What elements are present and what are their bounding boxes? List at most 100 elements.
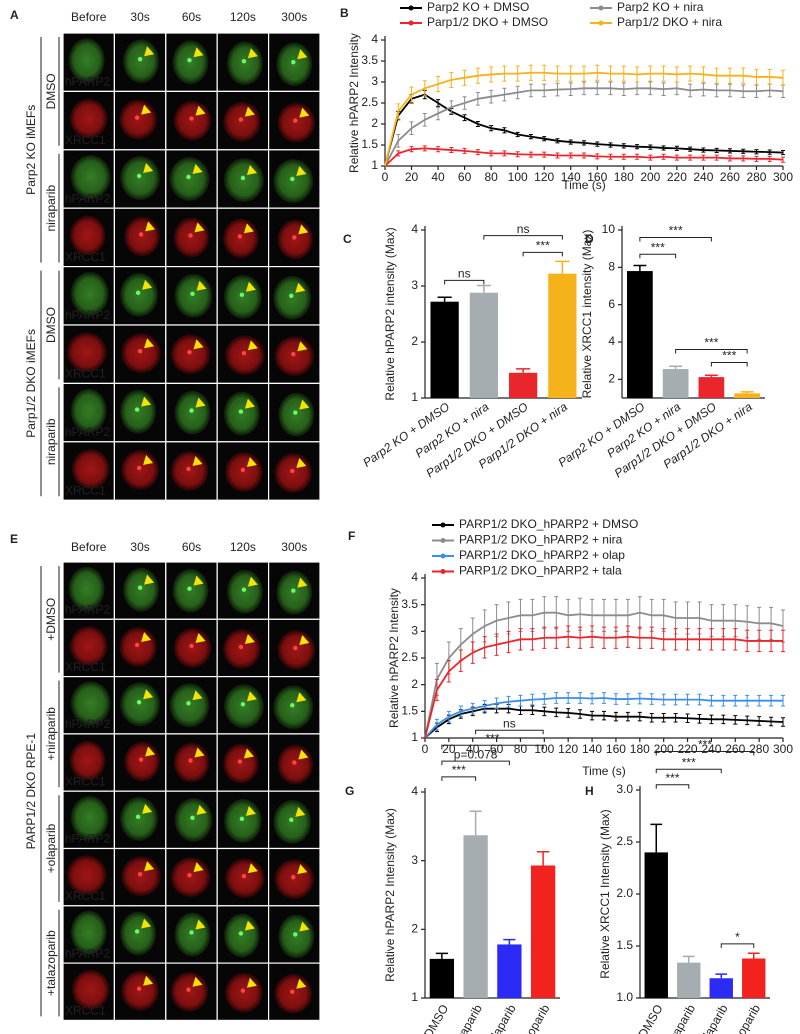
y-tick-label: 2 bbox=[411, 334, 418, 348]
y-tick-label: 4 bbox=[411, 222, 418, 236]
error-bar bbox=[435, 952, 448, 959]
nucleus bbox=[223, 798, 262, 843]
nucleus bbox=[277, 629, 316, 670]
panel-letter: G bbox=[345, 784, 354, 798]
nucleus bbox=[120, 156, 161, 200]
arrowhead bbox=[194, 222, 205, 233]
nucleus bbox=[66, 855, 107, 896]
significance-bracket bbox=[441, 760, 510, 766]
legend-label: Parp2 KO + DMSO bbox=[427, 0, 529, 14]
y-tick-label: 1 bbox=[371, 158, 378, 172]
nucleus bbox=[277, 744, 314, 785]
damage-spot bbox=[187, 586, 192, 591]
arrowhead bbox=[141, 396, 152, 407]
group-label: Parp1/2 DKO iMEFs bbox=[24, 329, 38, 438]
damage-spot bbox=[134, 407, 140, 412]
x-tick-label: 280 bbox=[749, 742, 769, 756]
y-tick-label: 3 bbox=[411, 624, 418, 638]
nucleus bbox=[71, 969, 110, 1010]
nucleus bbox=[174, 912, 211, 957]
bar bbox=[469, 292, 499, 398]
arrowhead bbox=[299, 921, 310, 932]
damage-spot bbox=[136, 173, 142, 179]
y-tick-label: 3 bbox=[411, 853, 418, 867]
x-tick-label: DMSO bbox=[635, 1002, 665, 1034]
damage-spot bbox=[290, 468, 295, 474]
arrowhead bbox=[195, 105, 206, 116]
significance-bracket bbox=[655, 784, 690, 789]
nucleus bbox=[173, 627, 212, 668]
nucleus bbox=[222, 218, 259, 259]
x-axis-label: Time (s) bbox=[562, 178, 606, 192]
y-tick-label: 1 bbox=[411, 990, 418, 1004]
channel-label: hPARP2 bbox=[65, 717, 110, 731]
nucleus bbox=[274, 973, 313, 1014]
condition-label: niraparib bbox=[44, 185, 58, 232]
significance-label: *** bbox=[651, 240, 665, 254]
arrowhead bbox=[143, 455, 154, 465]
nucleus bbox=[169, 157, 210, 201]
nucleus bbox=[169, 683, 210, 728]
nucleus bbox=[224, 452, 263, 492]
error-bar bbox=[469, 810, 482, 836]
legend-label: PARP1/2 DKO_hPARP2 + tala bbox=[459, 564, 622, 578]
y-axis-label: Relative hPARP2 Intensity bbox=[387, 588, 401, 728]
nucleus bbox=[68, 566, 105, 611]
channel-label: hPARP2 bbox=[65, 602, 110, 616]
arrowhead bbox=[247, 576, 258, 587]
series-line bbox=[424, 611, 784, 739]
arrowhead bbox=[243, 748, 254, 759]
arrowhead bbox=[296, 458, 307, 468]
y-tick-label: 3 bbox=[371, 74, 378, 88]
column-header: Before bbox=[71, 540, 107, 554]
damage-spot bbox=[134, 642, 140, 648]
nucleus bbox=[121, 450, 160, 490]
nucleus bbox=[273, 799, 312, 844]
damage-spot bbox=[186, 987, 191, 992]
nucleus bbox=[170, 334, 211, 375]
nucleus bbox=[226, 41, 263, 86]
x-tick-label: 0 bbox=[422, 742, 429, 756]
nucleus bbox=[69, 98, 108, 139]
bar bbox=[742, 958, 766, 998]
arrowhead bbox=[295, 806, 306, 817]
nucleus bbox=[170, 857, 211, 898]
column-header: 300s bbox=[281, 540, 307, 554]
nucleus bbox=[277, 102, 316, 143]
arrowhead bbox=[144, 46, 155, 57]
y-tick-label: 4 bbox=[608, 334, 615, 348]
x-tick-label: 300 bbox=[773, 742, 793, 756]
damage-spot bbox=[137, 871, 143, 877]
damage-spot bbox=[240, 988, 246, 993]
nucleus bbox=[123, 39, 160, 84]
damage-spot bbox=[293, 410, 298, 415]
damage-spot bbox=[292, 235, 297, 240]
x-tick-label: 200 bbox=[654, 742, 674, 756]
error-bar bbox=[537, 850, 550, 866]
nucleus bbox=[273, 275, 312, 320]
nucleus bbox=[223, 684, 264, 729]
nucleus bbox=[71, 449, 110, 489]
condition-label: +niraparib bbox=[44, 707, 58, 761]
nucleus bbox=[120, 796, 159, 841]
significance-bracket bbox=[475, 729, 544, 735]
arrowhead bbox=[196, 804, 207, 815]
y-axis-label: Relative XRCC1 intensity (Max) bbox=[580, 230, 594, 399]
damage-spot bbox=[289, 293, 294, 298]
y-tick-label: 3.0 bbox=[616, 782, 633, 796]
nucleus bbox=[119, 99, 158, 140]
nucleus bbox=[69, 625, 108, 666]
arrowhead bbox=[247, 863, 258, 874]
significance-bracket bbox=[639, 236, 712, 242]
column-header: 120s bbox=[230, 10, 256, 24]
nucleus bbox=[121, 333, 162, 374]
channel-label: hPARP2 bbox=[65, 308, 110, 322]
nucleus bbox=[124, 216, 161, 257]
error-bar bbox=[669, 365, 683, 370]
panel-letter: B bbox=[340, 6, 349, 20]
damage-spot bbox=[134, 115, 140, 120]
significance-bracket bbox=[675, 348, 748, 354]
nucleus bbox=[276, 570, 313, 615]
error-bar bbox=[682, 955, 695, 963]
x-tick-label: olaparib bbox=[697, 1002, 731, 1034]
